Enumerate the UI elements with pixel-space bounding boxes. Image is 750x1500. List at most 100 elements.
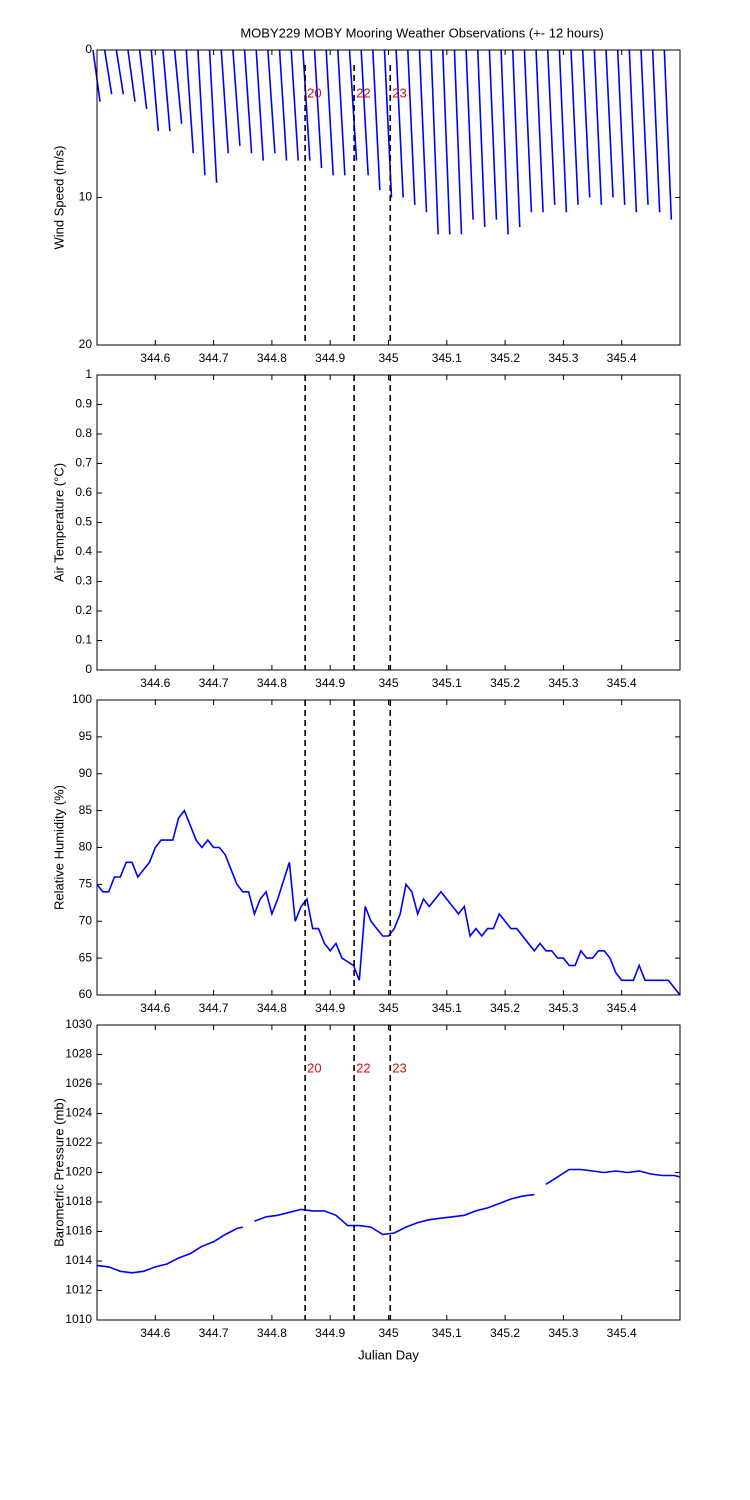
y-tick-label: 95 — [79, 729, 93, 743]
x-tick-label: 345.1 — [432, 1326, 462, 1340]
x-tick-label: 345.2 — [490, 676, 520, 690]
y-tick-label: 20 — [79, 337, 93, 351]
wind-stick — [465, 49, 474, 220]
y-tick-label: 1018 — [65, 1194, 92, 1208]
wind-stick — [138, 49, 148, 110]
y-tick-label: 80 — [79, 840, 93, 854]
x-axis-label: Julian Day — [358, 1347, 419, 1362]
x-tick-label: 345.2 — [490, 351, 520, 365]
data-line — [254, 1193, 535, 1236]
x-tick-label: 345.4 — [607, 351, 637, 365]
wind-stick — [313, 49, 323, 169]
x-tick-label: 344.6 — [140, 351, 170, 365]
y-tick-label: 90 — [79, 766, 93, 780]
wind-stick — [255, 49, 265, 161]
y-tick-label: 1026 — [65, 1076, 92, 1090]
plot-area — [97, 50, 680, 345]
y-tick-label: 0.9 — [75, 397, 92, 411]
wind-stick — [208, 49, 218, 183]
wind-stick — [453, 49, 463, 235]
y-axis-label: Air Temperature (°C) — [51, 463, 66, 582]
y-tick-label: 0.1 — [75, 633, 92, 647]
x-tick-label: 345.1 — [432, 1001, 462, 1015]
x-tick-label: 344.7 — [199, 351, 229, 365]
x-tick-label: 344.8 — [257, 1326, 287, 1340]
x-tick-label: 345.1 — [432, 351, 462, 365]
wind-stick — [640, 49, 649, 205]
event-label: 22 — [356, 1061, 370, 1076]
x-tick-label: 345.2 — [490, 1001, 520, 1015]
x-tick-label: 345 — [378, 351, 398, 365]
y-tick-label: 60 — [79, 987, 93, 1001]
y-tick-label: 0.6 — [75, 485, 92, 499]
x-tick-label: 345 — [378, 1326, 398, 1340]
x-tick-label: 345 — [378, 676, 398, 690]
event-label: 22 — [356, 86, 370, 101]
wind-stick — [150, 49, 160, 132]
data-line — [96, 1226, 243, 1274]
axes-frame — [96, 49, 681, 346]
wind-stick — [663, 49, 673, 220]
x-tick-label: 345 — [378, 1001, 398, 1015]
wind-stick — [430, 49, 439, 235]
wind-stick — [348, 49, 358, 161]
data-line — [96, 809, 681, 996]
y-tick-label: 0 — [85, 42, 92, 56]
axes-frame — [96, 1024, 681, 1321]
wind-stick — [173, 49, 183, 124]
y-tick-label: 1020 — [65, 1165, 92, 1179]
y-tick-label: 0.3 — [75, 574, 92, 588]
wind-stick — [395, 49, 404, 198]
wind-stick — [232, 49, 241, 146]
x-tick-label: 345.4 — [607, 1001, 637, 1015]
data-line — [545, 1168, 681, 1185]
wind-stick — [407, 49, 416, 205]
x-tick-label: 344.8 — [257, 1001, 287, 1015]
y-tick-label: 75 — [79, 877, 93, 891]
x-tick-label: 344.8 — [257, 351, 287, 365]
wind-stick — [523, 49, 533, 213]
x-tick-label: 344.7 — [199, 1001, 229, 1015]
y-tick-label: 0.7 — [75, 456, 92, 470]
wind-stick — [511, 49, 521, 228]
x-tick-label: 345.3 — [548, 676, 578, 690]
axes-frame — [96, 699, 681, 996]
wind-stick — [127, 49, 136, 102]
wind-stick — [488, 49, 498, 220]
y-tick-label: 1012 — [65, 1283, 92, 1297]
x-tick-label: 344.8 — [257, 676, 287, 690]
y-tick-label: 65 — [79, 950, 93, 964]
y-axis-label: Relative Humidity (%) — [51, 785, 66, 910]
wind-stick — [115, 49, 125, 95]
event-label: 23 — [392, 1061, 406, 1076]
y-axis-label: Barometric Pressure (mb) — [51, 1098, 66, 1247]
wind-stick — [278, 49, 288, 161]
event-label: 20 — [307, 1061, 321, 1076]
x-tick-label: 344.6 — [140, 676, 170, 690]
y-tick-label: 10 — [79, 190, 93, 204]
wind-stick — [383, 49, 393, 198]
y-tick-label: 1 — [85, 367, 92, 381]
wind-stick — [267, 49, 276, 154]
y-tick-label: 1028 — [65, 1047, 92, 1061]
x-tick-label: 345.4 — [607, 676, 637, 690]
x-tick-label: 345.1 — [432, 676, 462, 690]
x-tick-label: 344.6 — [140, 1001, 170, 1015]
y-tick-label: 0.4 — [75, 544, 92, 558]
y-tick-label: 0.8 — [75, 426, 92, 440]
wind-stick — [500, 49, 509, 235]
wind-stick — [372, 49, 381, 191]
wind-stick — [103, 49, 113, 95]
x-tick-label: 345.4 — [607, 1326, 637, 1340]
x-tick-label: 345.3 — [548, 1001, 578, 1015]
event-label: 23 — [392, 86, 406, 101]
x-tick-label: 345.3 — [548, 351, 578, 365]
wind-stick — [162, 49, 171, 132]
event-label: 20 — [307, 86, 321, 101]
y-tick-label: 70 — [79, 913, 93, 927]
wind-stick — [243, 49, 253, 154]
x-tick-label: 344.7 — [199, 676, 229, 690]
wind-stick — [616, 49, 626, 205]
y-tick-label: 0 — [85, 662, 92, 676]
y-tick-label: 0.5 — [75, 515, 92, 529]
